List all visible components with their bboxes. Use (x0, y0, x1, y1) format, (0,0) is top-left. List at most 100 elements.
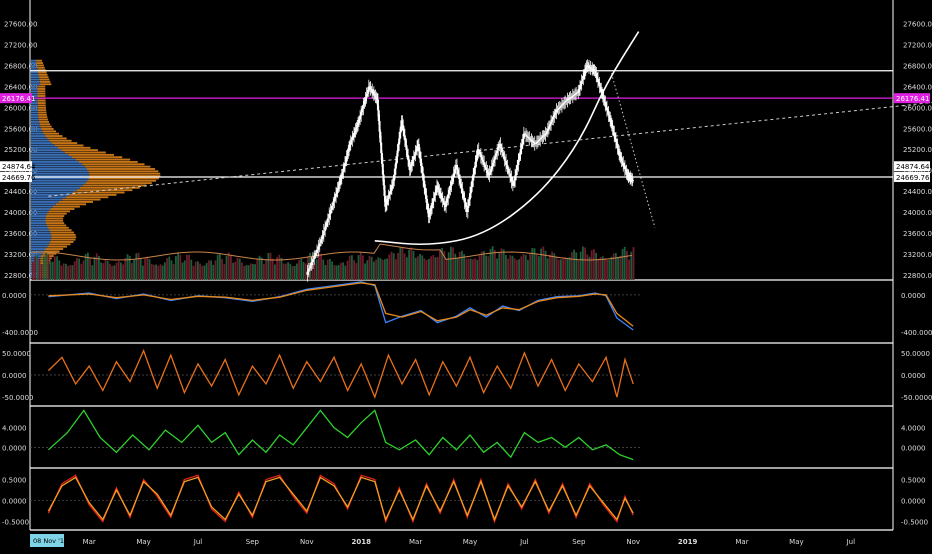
candle-body (311, 259, 314, 263)
volume-profile-bar (31, 90, 38, 93)
volume-bar (628, 259, 630, 280)
candle-body (455, 164, 458, 170)
volume-bar (577, 259, 580, 280)
volume-bar (289, 263, 292, 280)
candle-body (615, 141, 618, 146)
candle-body (630, 178, 633, 180)
y-tick-right: 26400.00 (903, 83, 932, 91)
volume-bar (155, 264, 157, 280)
volume-profile-bar (39, 80, 51, 83)
volume-profile-bar (31, 135, 46, 137)
volume-bar (491, 246, 494, 280)
volume-bar (269, 252, 272, 280)
candle-body (385, 201, 388, 205)
candle-body (514, 175, 517, 181)
volume-bar (434, 257, 437, 280)
volume-bar (441, 248, 443, 280)
volume-profile-bar (31, 102, 38, 105)
candle-body (389, 191, 392, 194)
volume-bar (593, 249, 595, 280)
candle-body (360, 112, 363, 116)
volume-bar (615, 253, 617, 280)
candle-body (427, 209, 430, 218)
volume-profile-bar (86, 168, 156, 170)
candle-body (617, 148, 620, 152)
candle-body (418, 151, 421, 159)
candle-body (438, 190, 441, 193)
volume-bar (630, 251, 633, 280)
volume-bar (335, 265, 338, 280)
volume-bar (623, 246, 626, 280)
candle-body (489, 169, 492, 173)
candle-body (343, 165, 346, 170)
volume-bar (256, 258, 259, 280)
candle-body (440, 196, 443, 199)
candle-body (499, 144, 502, 149)
volume-bar (313, 263, 316, 280)
volume-profile-bar (37, 106, 46, 109)
volume-bar (109, 263, 111, 280)
candle-body (627, 175, 630, 177)
volume-bar (238, 258, 241, 280)
candle-body (590, 68, 593, 70)
candle-body (570, 96, 573, 98)
volume-bar (344, 265, 347, 280)
candle-body (563, 102, 566, 104)
candle-body (539, 138, 542, 140)
candle-body (543, 134, 546, 136)
volume-profile-bar (37, 90, 46, 93)
candle-body (320, 239, 323, 244)
y-tick-left: 27600.00 (4, 21, 37, 29)
candle-body (398, 138, 401, 145)
y-tick-left: 27200.00 (4, 42, 37, 50)
candle-body (432, 198, 435, 202)
volume-bar (516, 259, 518, 280)
y-tick-right: 22800.00 (903, 272, 932, 280)
volume-profile-bar (50, 241, 74, 243)
volume-bar (575, 252, 578, 280)
volume-bar (381, 259, 384, 280)
volume-profile-bar (31, 130, 43, 133)
volume-bar (414, 257, 417, 280)
candle-body (435, 188, 438, 193)
volume-profile-bar (37, 85, 46, 88)
y-tick-right: 24400.00 (903, 188, 932, 196)
candle-body (447, 194, 450, 199)
volume-profile-bar (31, 219, 46, 222)
volume-bar (621, 249, 624, 280)
volume-bar (190, 259, 193, 280)
candle-body (433, 195, 436, 199)
candle-body (409, 167, 412, 171)
volume-profile-bar (31, 170, 89, 173)
volume-profile-bar (43, 250, 60, 253)
candle-body (453, 169, 456, 174)
candle-body (567, 98, 570, 100)
volume-bar (34, 256, 36, 280)
volume-bar (564, 257, 567, 280)
volume-bar (476, 259, 479, 280)
volume-bar (126, 254, 129, 280)
volume-bar (106, 260, 109, 280)
volume-bar (205, 262, 208, 280)
volume-bar (111, 265, 113, 280)
candle-body (605, 104, 608, 108)
volume-bar (225, 255, 228, 280)
candle-body (322, 230, 325, 236)
panel-oscillator-y-tick-right: 50.0000 (901, 350, 930, 358)
candle-body (332, 201, 335, 206)
volume-profile-bar (31, 226, 49, 229)
price-tag-label: 24874.64 (2, 163, 36, 171)
candle-body (464, 202, 467, 208)
panel-oscillator-y-tick-left: -50.0000 (2, 394, 33, 402)
volume-bar (612, 253, 615, 280)
candle-body (628, 176, 631, 178)
volume-bar (124, 257, 127, 280)
candle-body (540, 137, 543, 139)
volume-bar (511, 255, 514, 280)
volume-bar (445, 258, 448, 280)
volume-profile-bar (31, 71, 39, 74)
volume-bar (436, 257, 439, 280)
candle-body (509, 173, 512, 178)
volume-bar (188, 254, 190, 280)
